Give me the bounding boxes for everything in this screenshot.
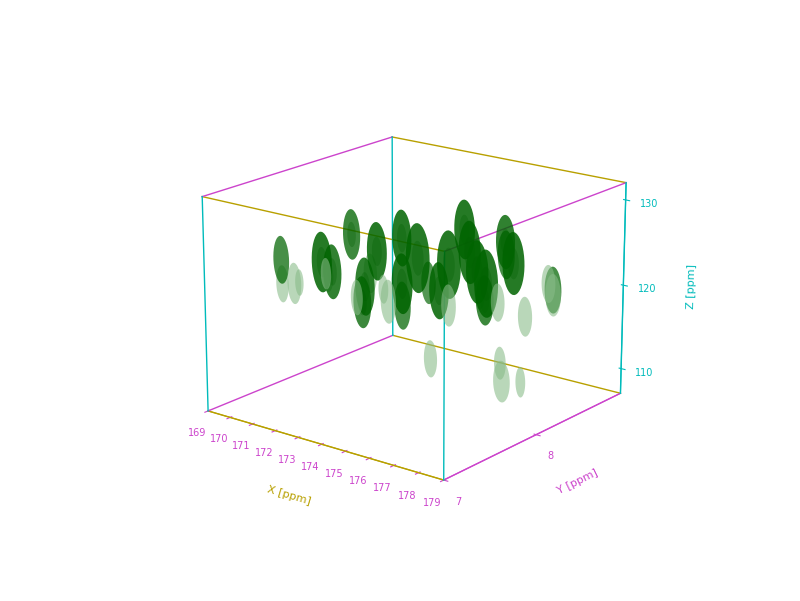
X-axis label: X [ppm]: X [ppm] (266, 484, 312, 507)
Y-axis label: Y [ppm]: Y [ppm] (555, 468, 599, 496)
